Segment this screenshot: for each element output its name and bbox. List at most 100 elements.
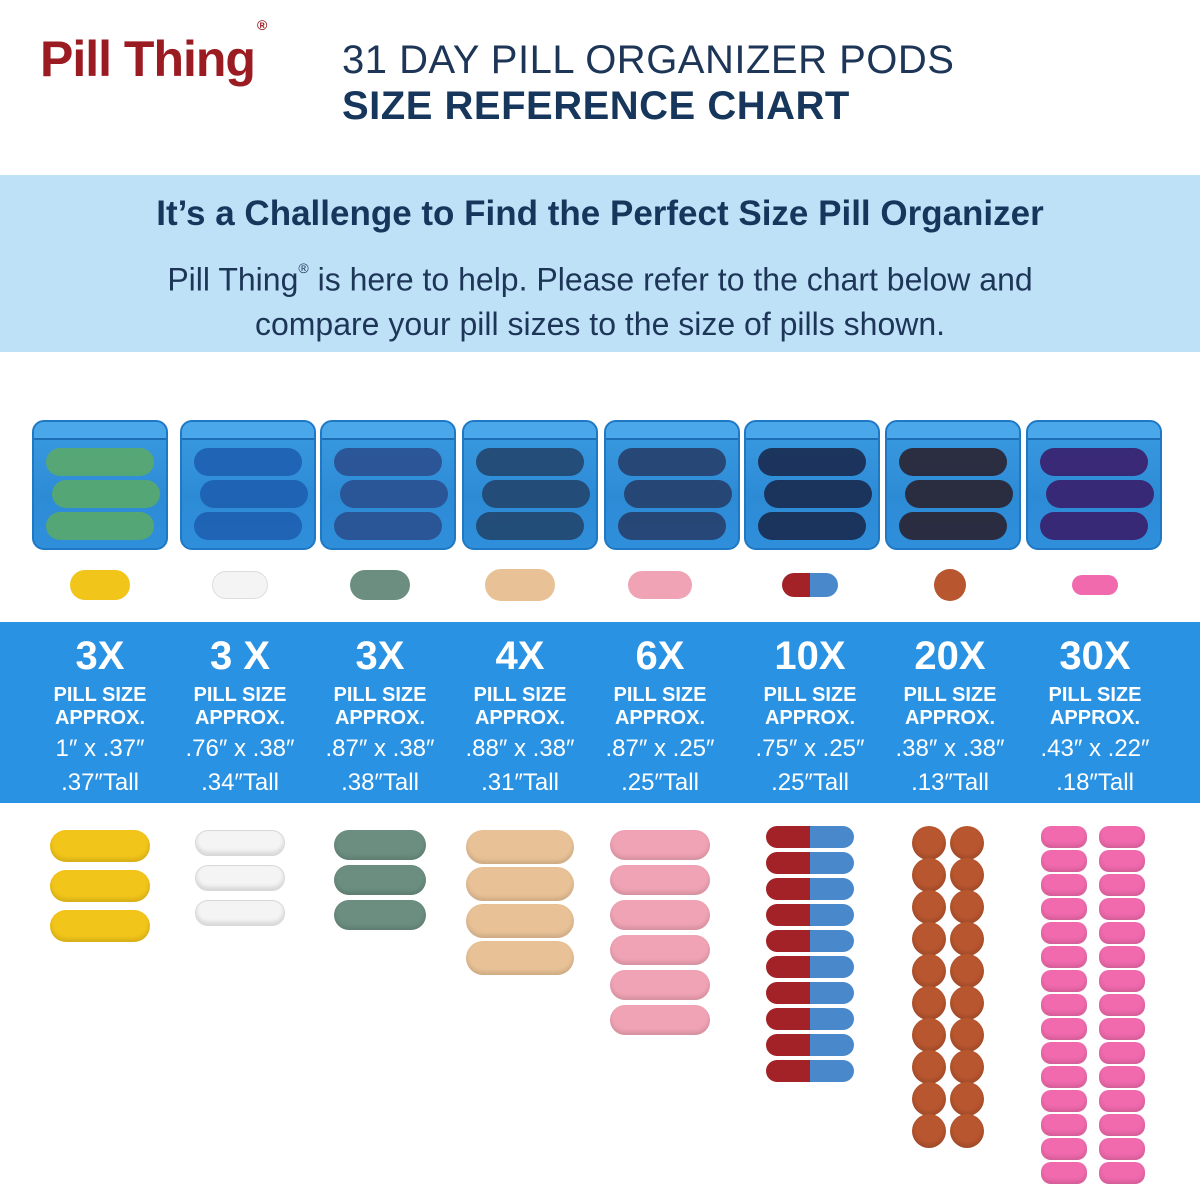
stacked-pink-pill — [1099, 1090, 1145, 1112]
stacked-round-pill — [950, 986, 984, 1020]
size-label-line1: PILL SIZE — [193, 684, 287, 706]
pill-dimensions: .43″ x .22″ — [1040, 735, 1150, 762]
pod-pill — [340, 480, 448, 508]
stacked-round-pill — [950, 954, 984, 988]
pod-pill — [1046, 480, 1154, 508]
stacked-round-pill — [912, 954, 946, 988]
stacked-pill — [610, 970, 710, 1000]
banner-heading: It’s a Challenge to Find the Perfect Siz… — [156, 194, 1044, 233]
stacked-round-pill — [950, 858, 984, 892]
stacked-pink-pill — [1099, 970, 1145, 992]
capsule-red-half — [766, 878, 810, 900]
stacked-pill — [334, 830, 426, 860]
single-pill-row — [0, 563, 1200, 613]
pod-pill — [618, 448, 726, 476]
pod-pill — [1040, 512, 1148, 540]
pill-dimensions: 1″ x .37″ — [55, 735, 145, 762]
capsule-red-half — [766, 930, 810, 952]
pod-pill — [624, 480, 732, 508]
stacked-pink-pill — [1099, 1066, 1145, 1088]
stacked-round-pill — [950, 1114, 984, 1148]
stacked-pink-pill — [1099, 898, 1145, 920]
pill-pod — [320, 420, 456, 550]
stacked-round-pill — [950, 1018, 984, 1052]
size-label-line1: PILL SIZE — [473, 684, 567, 706]
capsule-red-half — [766, 982, 810, 1004]
capsule-blue-half — [810, 852, 854, 874]
pod-pill — [905, 480, 1013, 508]
pod-pill — [334, 512, 442, 540]
stacked-pink-pill — [1041, 994, 1087, 1016]
stacked-pink-pill — [1041, 898, 1087, 920]
size-column: 3X PILL SIZE APPROX. .87″ x .38″ .38″Tall — [310, 622, 450, 803]
capsule-red-half — [766, 956, 810, 978]
stacked-pink-pill — [1041, 946, 1087, 968]
pill-dimensions: .88″ x .38″ — [465, 735, 575, 762]
stacked-pill — [610, 830, 710, 860]
size-dimensions: .75″ x .25″ .25″Tall — [740, 732, 880, 800]
capsule-red-half — [766, 1034, 810, 1056]
size-label-line2: APPROX. — [334, 707, 426, 729]
stacked-pink-pill — [1041, 826, 1087, 848]
banner-body-line2: compare your pill sizes to the size of p… — [254, 305, 946, 342]
size-dimensions: .87″ x .25″ .25″Tall — [590, 732, 730, 800]
pill-pod — [462, 420, 598, 550]
size-label-line2: APPROX. — [614, 707, 706, 729]
size-label-line2: APPROX. — [54, 707, 146, 729]
size-label: PILL SIZE APPROX. — [1025, 684, 1165, 730]
stacked-capsule — [766, 826, 854, 848]
pill-height: .34″Tall — [201, 769, 279, 796]
stacked-pill — [466, 867, 574, 901]
stacked-capsule — [766, 904, 854, 926]
stacked-pill — [50, 910, 150, 942]
size-column: 4X PILL SIZE APPROX. .88″ x .38″ .31″Tall — [450, 622, 590, 803]
pill-pod — [744, 420, 880, 550]
info-banner: It’s a Challenge to Find the Perfect Siz… — [0, 175, 1200, 352]
brand-registered-mark: ® — [256, 17, 267, 34]
pod-pill — [758, 512, 866, 540]
stacked-pink-pill — [1041, 850, 1087, 872]
multiplier: 3 X — [209, 634, 271, 678]
pill-dimensions: .87″ x .38″ — [325, 735, 435, 762]
size-label: PILL SIZE APPROX. — [170, 684, 310, 730]
pod-pill — [46, 512, 154, 540]
brand-name: Pill Thing — [40, 31, 256, 87]
pill-pod — [1026, 420, 1162, 550]
reference-pill — [212, 571, 268, 599]
size-column: 10X PILL SIZE APPROX. .75″ x .25″ .25″Tall — [740, 622, 880, 803]
pill-height: .25″Tall — [771, 769, 849, 796]
stacked-pink-pill — [1041, 1042, 1087, 1064]
size-label-line1: PILL SIZE — [613, 684, 707, 706]
stacked-pill — [466, 904, 574, 938]
pill-height: .31″Tall — [481, 769, 559, 796]
stacked-pink-pill — [1099, 1018, 1145, 1040]
capsule-blue-half — [810, 1034, 854, 1056]
pill-pod — [604, 420, 740, 550]
pill-dimensions: .76″ x .38″ — [185, 735, 295, 762]
pod-pill — [52, 480, 160, 508]
capsule-blue-half — [810, 1060, 854, 1082]
pod-pill — [476, 512, 584, 540]
size-label-line1: PILL SIZE — [903, 684, 997, 706]
pod-pill — [334, 448, 442, 476]
pill-pod — [180, 420, 316, 550]
multiplier: 3X — [75, 634, 125, 678]
size-label: PILL SIZE APPROX. — [740, 684, 880, 730]
reference-pill — [1072, 575, 1118, 595]
stacked-pill — [195, 900, 285, 926]
size-label: PILL SIZE APPROX. — [30, 684, 170, 730]
stacked-round-pill — [912, 826, 946, 860]
pill-pod — [32, 420, 168, 550]
size-dimensions: .43″ x .22″ .18″Tall — [1025, 732, 1165, 800]
pill-height: .37″Tall — [61, 769, 139, 796]
size-label: PILL SIZE APPROX. — [310, 684, 450, 730]
stacked-pill — [610, 865, 710, 895]
pod-pill — [194, 448, 302, 476]
banner-body-text1: is here to help. Please refer to the cha… — [308, 261, 1033, 298]
stacked-round-pill — [950, 1050, 984, 1084]
size-info-strip: 3X PILL SIZE APPROX. 1″ x .37″ .37″Tall 3 X PI… — [0, 622, 1200, 803]
stacked-capsule — [766, 1034, 854, 1056]
size-label-line1: PILL SIZE — [763, 684, 857, 706]
capsule-red-half — [766, 826, 810, 848]
stacked-pill — [50, 870, 150, 902]
